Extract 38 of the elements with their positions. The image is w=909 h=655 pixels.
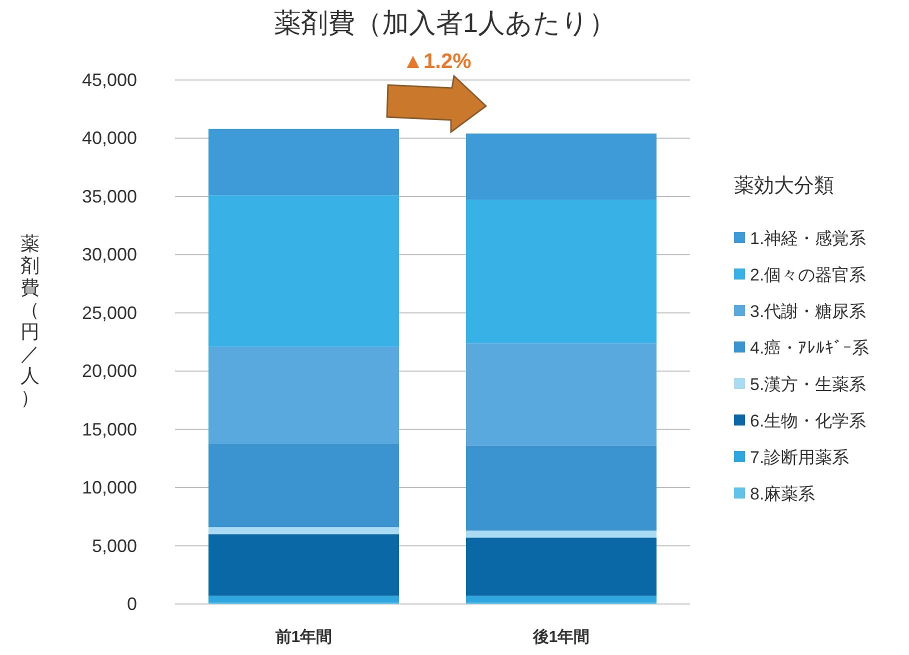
legend-label: 2.個々の器官系: [750, 266, 866, 284]
legend-label: 6.生物・化学系: [750, 412, 866, 430]
chart-title: 薬剤費（加入者1人あたり）: [274, 8, 616, 38]
bar: [466, 530, 657, 538]
y-axis-title: 薬剤費（円／人）: [20, 234, 40, 409]
y-tick-label: 30,000: [82, 244, 137, 265]
legend-label: 8.麻薬系: [750, 484, 816, 504]
bar: [208, 346, 400, 444]
bar: [466, 134, 657, 200]
legend-title: 薬効大分類: [734, 175, 834, 197]
x-tick-label: 後1年間: [532, 628, 590, 646]
text: ▲1.2%: [402, 50, 472, 73]
legend-label: 4.癌・ｱﾚﾙｷﾞｰ系: [750, 338, 870, 358]
legend-label: 1.神経・感覚系: [750, 229, 866, 248]
bar: [466, 538, 657, 596]
legend-label: 5.漢方・生薬系: [750, 375, 866, 394]
x-tick-label: 前1年間: [274, 628, 332, 646]
bar: [208, 534, 400, 596]
bar: [208, 195, 400, 347]
y-tick-label: 10,000: [82, 478, 137, 498]
bar: [208, 128, 400, 196]
y-tick-label: 0: [126, 594, 137, 614]
y-tick-label: 40,000: [82, 128, 137, 148]
bar: [208, 443, 400, 528]
bar: [208, 596, 400, 603]
y-tick-label: 25,000: [82, 302, 137, 323]
legend-label: 3.代謝・糖尿系: [750, 302, 866, 321]
bar: [466, 200, 657, 344]
y-tick-label: 20,000: [82, 361, 137, 382]
y-tick-label: 35,000: [82, 186, 137, 206]
bar: [208, 527, 400, 534]
y-tick-label: 5,000: [92, 536, 137, 556]
y-tick-label: 45,000: [82, 70, 137, 90]
bar: [466, 343, 657, 446]
legend-label: 7.診断用薬系: [750, 448, 850, 467]
y-tick-label: 15,000: [82, 419, 137, 440]
bar: [466, 596, 657, 603]
bar: [466, 446, 657, 531]
